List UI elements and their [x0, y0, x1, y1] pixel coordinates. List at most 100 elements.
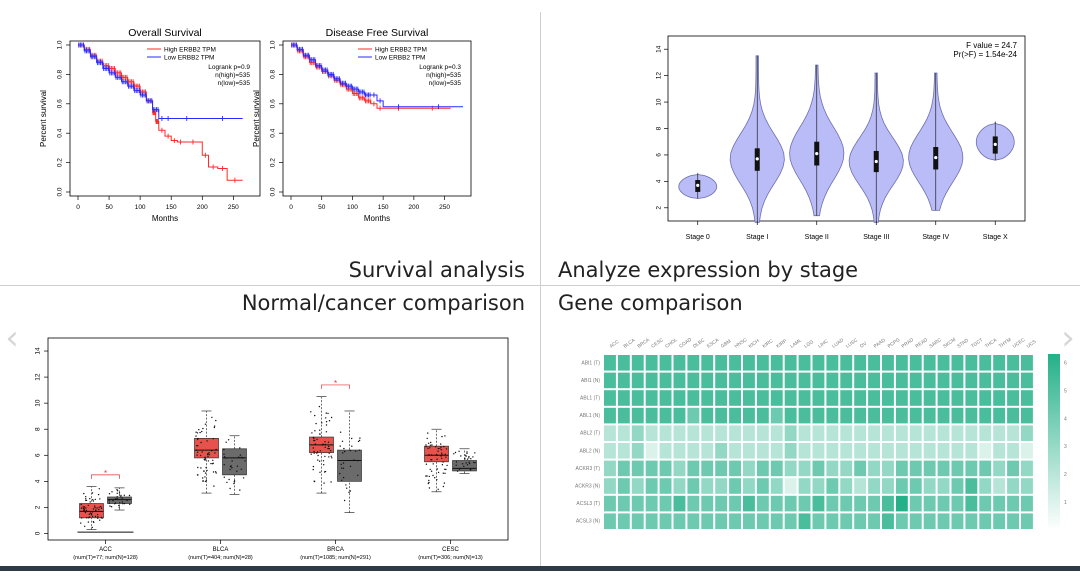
data-point: [314, 443, 316, 445]
heat-cell: [868, 460, 880, 477]
y-axis-label: Percent survival: [252, 90, 261, 147]
heat-cell: [923, 495, 936, 512]
heat-cell: [993, 513, 1006, 529]
chevron-left-icon[interactable]: ‹: [5, 318, 19, 358]
heat-cell: [645, 478, 658, 494]
heat-cell: [868, 407, 880, 424]
data-point: [436, 454, 438, 456]
y-tick-label: 0.6: [270, 99, 277, 108]
data-point: [440, 449, 442, 451]
violin-median: [874, 159, 878, 164]
y-tick-label: 8: [35, 427, 42, 431]
heat-cell: [826, 407, 839, 424]
column-label: HNSC: [734, 337, 749, 350]
heat-cell: [687, 407, 700, 424]
data-point: [330, 450, 332, 452]
data-point: [97, 516, 99, 518]
data-point: [428, 454, 430, 456]
x-tick-label: 50: [105, 204, 113, 211]
heat-cell: [645, 443, 658, 459]
y-tick-label: 12: [656, 72, 663, 80]
heat-cell: [1021, 390, 1033, 406]
data-point: [225, 441, 227, 443]
heat-cell: [645, 407, 658, 424]
heat-cell: [882, 372, 894, 389]
data-point: [324, 446, 326, 448]
heat-cell: [895, 478, 908, 494]
y-tick-label: 0.4: [270, 128, 277, 137]
data-point: [323, 482, 325, 484]
heat-cell: [604, 372, 616, 389]
heat-cell: [1007, 478, 1019, 494]
heat-cell: [868, 495, 880, 512]
overall-survival-chart: Overall Survival 0 50 100 150 200 250 Months 0.0…: [39, 27, 261, 223]
data-point: [83, 492, 85, 495]
heat-cell: [882, 460, 894, 477]
significance-marker: *: [104, 469, 107, 478]
data-point: [328, 445, 330, 448]
heat-cell: [770, 513, 783, 529]
heat-cell: [937, 425, 950, 441]
data-point: [313, 480, 316, 483]
data-point: [202, 480, 204, 482]
colorbar: [1048, 354, 1060, 530]
data-point: [312, 447, 314, 449]
heat-cell: [715, 460, 728, 477]
colorbar-tick-label: 5: [1064, 388, 1067, 394]
heat-cell: [756, 372, 769, 389]
data-point: [214, 471, 217, 473]
data-point: [202, 427, 204, 430]
column-label: UCEC: [1012, 337, 1027, 350]
heat-cell: [604, 355, 616, 371]
row-label: ACSL3 (T): [576, 501, 600, 507]
heat-cell: [951, 372, 964, 389]
heat-cell: [951, 355, 964, 371]
data-point: [310, 453, 312, 455]
heat-cell: [965, 443, 978, 459]
heat-cell: [673, 513, 686, 529]
data-point: [204, 472, 207, 474]
significance-marker: *: [334, 379, 337, 388]
heat-cell: [631, 355, 644, 371]
data-point: [84, 511, 87, 514]
heat-cell: [756, 407, 769, 424]
data-point: [463, 465, 465, 467]
data-point: [444, 468, 446, 470]
data-point: [444, 435, 446, 437]
y-axis-label: Percent survival: [39, 90, 48, 147]
data-point: [351, 445, 353, 447]
chevron-right-icon[interactable]: ›: [1061, 318, 1075, 358]
data-point: [80, 507, 83, 509]
data-point: [445, 468, 447, 471]
caption-stage-expression: Analyze expression by stage: [558, 258, 859, 282]
heat-cell: [979, 478, 992, 494]
data-point: [96, 507, 98, 509]
data-point: [80, 503, 82, 506]
column-label: OV: [859, 340, 869, 349]
data-point: [128, 494, 131, 497]
heat-cell: [909, 478, 922, 494]
data-point: [345, 484, 347, 486]
data-point: [85, 509, 88, 512]
heat-cell: [868, 425, 880, 441]
heat-cell: [673, 372, 686, 389]
heat-cell: [645, 495, 658, 512]
heat-cell: [645, 372, 658, 389]
heat-cell: [840, 390, 853, 406]
heat-cell: [756, 425, 769, 441]
data-point: [314, 439, 316, 442]
heat-cell: [840, 478, 853, 494]
data-point: [212, 471, 215, 473]
data-point: [123, 494, 126, 496]
heat-cell: [631, 443, 644, 459]
x-tick-label: 0: [76, 204, 80, 211]
heat-cell: [715, 513, 728, 529]
heat-cell: [729, 478, 741, 494]
data-point: [205, 479, 208, 481]
heat-cell: [604, 478, 616, 494]
heat-cell: [701, 372, 714, 389]
data-point: [473, 461, 475, 464]
data-point: [446, 464, 448, 467]
heat-cell: [770, 355, 783, 371]
data-point: [434, 477, 436, 479]
